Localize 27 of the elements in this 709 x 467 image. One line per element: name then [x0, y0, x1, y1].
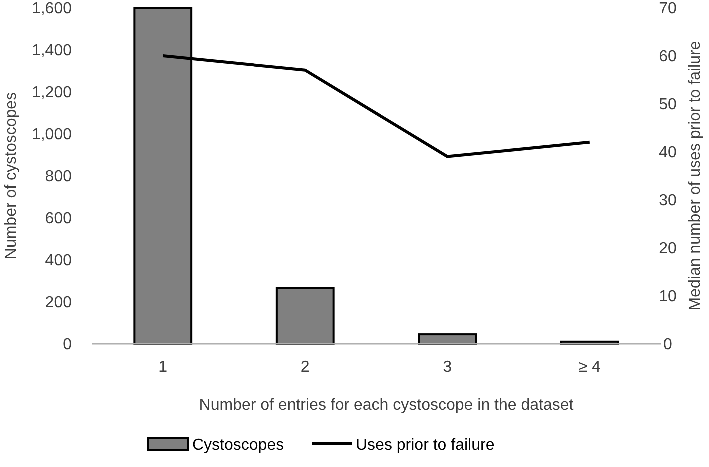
x-axis-title: Number of entries for each cystoscope in the dataset	[199, 397, 574, 414]
y2-axis-title: Median number of uses prior to failure	[687, 41, 704, 311]
y-tick-label: 1,600	[32, 0, 72, 18]
legend-label: Uses prior to failure	[356, 437, 495, 454]
y-tick-label: 0	[63, 336, 72, 354]
y2-tick-label: 60	[659, 48, 677, 66]
y2-tick-label: 50	[659, 96, 677, 114]
y2-tick-label: 10	[659, 288, 677, 306]
x-tick-label: 2	[300, 359, 310, 376]
x-tick-label: ≥ 4	[578, 359, 602, 376]
y-tick-label: 1,000	[32, 126, 72, 144]
y2-tick-label: 30	[659, 192, 677, 210]
y2-tick-label: 70	[659, 0, 677, 18]
y-axis-title: Number of cystoscopes	[3, 92, 20, 260]
y-tick-label: 1,200	[32, 84, 72, 102]
bar	[276, 287, 335, 345]
y2-tick-label: 40	[659, 144, 677, 162]
x-tick-label: 3	[443, 359, 452, 376]
y-tick-label: 600	[45, 210, 72, 228]
y-tick-label: 400	[45, 252, 72, 270]
y-tick-label: 800	[45, 168, 72, 186]
y2-tick-label: 20	[659, 240, 677, 258]
x-tick-label: 1	[158, 359, 168, 376]
y-tick-label: 200	[45, 294, 72, 312]
y-tick-label: 1,400	[32, 42, 72, 60]
legend-label: Cystoscopes	[192, 437, 284, 454]
y2-tick-label: 0	[664, 336, 673, 354]
